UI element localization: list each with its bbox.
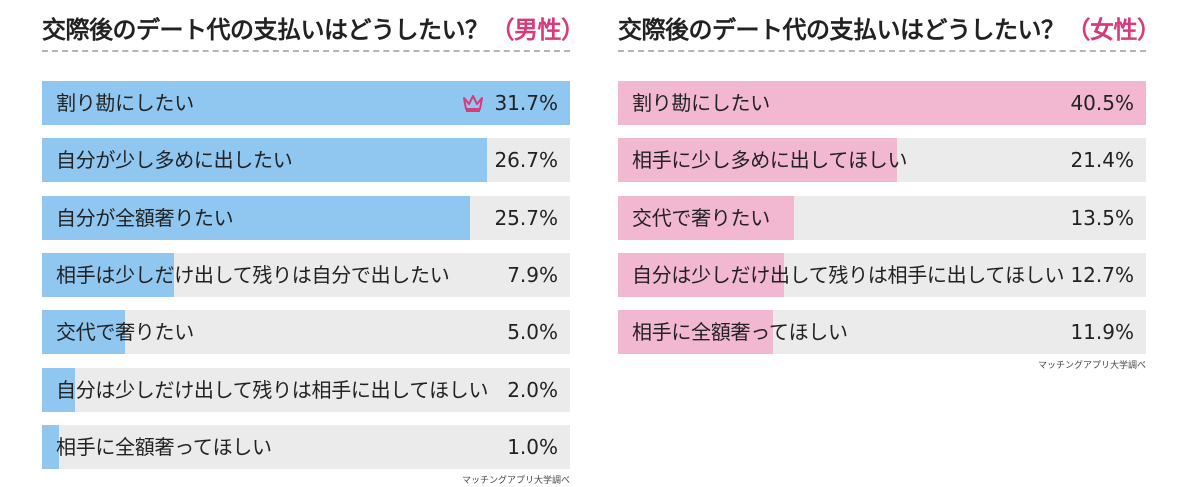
female-gender-label: （女性） — [1066, 16, 1162, 44]
male-bar-value: 25.7% — [494, 205, 558, 230]
crown-icon — [463, 95, 483, 112]
male-bar-label: 相手は少しだけ出して残りは自分で出したい — [56, 262, 450, 287]
male-bar-value: 2.0% — [507, 377, 558, 402]
female-bar-value: 11.9% — [1070, 320, 1134, 345]
female-title-divider — [618, 50, 1146, 52]
female-chart-title: 交際後のデート代の支払いはどうしたい？（女性） — [618, 16, 1162, 44]
male-bar-row: 交代で奢りたい 5.0% — [42, 310, 570, 355]
male-bar — [42, 424, 59, 469]
male-source-note: マッチングアプリ大学調べ — [461, 475, 570, 486]
male-bar-label: 交代で奢りたい — [56, 320, 194, 345]
female-bar — [618, 252, 784, 297]
female-bar-row: 相手に少し多めに出してほしい 21.4% — [618, 138, 1146, 183]
male-bar-row: 自分が全額奢りたい 25.7% — [42, 195, 570, 240]
male-bar-value: 31.7% — [494, 91, 558, 115]
female-bar-row: 割り勘にしたい 40.5% — [618, 81, 1146, 125]
female-source-note: マッチングアプリ大学調べ — [1037, 361, 1146, 372]
male-bar-label: 自分は少しだけ出して残りは相手に出してほしい — [56, 377, 489, 402]
male-bar — [42, 367, 76, 412]
male-bar-label: 自分が全額奢りたい — [56, 205, 234, 230]
male-bar-row: 相手は少しだけ出して残りは自分で出したい 7.9% — [42, 252, 570, 297]
female-bar — [618, 195, 794, 240]
female-bar-label: 相手に少し多めに出してほしい — [632, 148, 908, 173]
female-bar-value: 12.7% — [1070, 262, 1134, 287]
female-bar — [618, 138, 897, 183]
male-bar-value: 7.9% — [507, 262, 558, 287]
female-bar-label: 自分は少しだけ出して残りは相手に出してほしい — [632, 262, 1065, 287]
male-bar-label: 相手に全額奢ってほしい — [56, 434, 272, 459]
female-bar-label: 相手に全額奢ってほしい — [632, 320, 848, 345]
female-bar-label: 割り勘にしたい — [632, 91, 770, 115]
female-bar-value: 21.4% — [1070, 148, 1134, 173]
male-bar-row: 自分が少し多めに出したい 26.7% — [42, 138, 570, 183]
male-bar-value: 5.0% — [507, 320, 558, 345]
male-bar — [42, 138, 487, 183]
female-bar-row: 交代で奢りたい 13.5% — [618, 195, 1146, 240]
male-chart-title: 交際後のデート代の支払いはどうしたい？（男性） — [42, 16, 586, 44]
female-bar — [618, 310, 774, 355]
male-bar-value: 1.0% — [507, 434, 558, 459]
male-bar-value: 26.7% — [494, 148, 558, 173]
male-bar-label: 自分が少し多めに出したい — [56, 148, 293, 173]
male-bar-row: 割り勘にしたい 31.7% — [42, 81, 570, 125]
female-bar — [618, 81, 1146, 125]
male-gender-label: （男性） — [490, 16, 586, 44]
male-bar — [42, 252, 174, 297]
male-bar — [42, 195, 471, 240]
male-bar — [42, 310, 126, 355]
female-bar-row: 相手に全額奢ってほしい 11.9% — [618, 310, 1146, 355]
female-bar-value: 13.5% — [1070, 205, 1134, 230]
female-bar-label: 交代で奢りたい — [632, 205, 770, 230]
male-bar-row: 相手に全額奢ってほしい 1.0% — [42, 424, 570, 469]
female-bar-row: 自分は少しだけ出して残りは相手に出してほしい 12.7% — [618, 252, 1146, 297]
male-bar-label: 割り勘にしたい — [56, 91, 194, 115]
male-bar-row: 自分は少しだけ出して残りは相手に出してほしい 2.0% — [42, 367, 570, 412]
male-title-divider — [42, 50, 570, 52]
female-bar-value: 40.5% — [1070, 91, 1134, 115]
